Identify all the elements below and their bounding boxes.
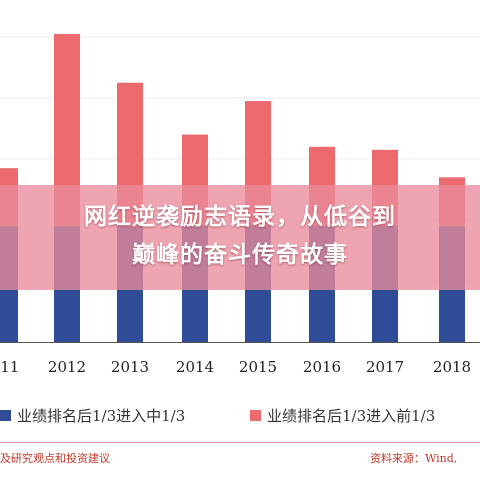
legend-swatch-blue xyxy=(0,409,11,421)
legend-swatch-red xyxy=(250,409,261,421)
x-tick-label: 2016 xyxy=(303,358,341,376)
x-tick-label: 011 xyxy=(0,358,19,376)
title-banner xyxy=(0,185,480,290)
x-tick-label: 2018 xyxy=(433,358,471,376)
banner-title-line-1: 网红逆袭励志语录，从低谷到 xyxy=(84,204,396,230)
x-tick-label: 2015 xyxy=(239,358,277,376)
footer-disclaimer: 及研究观点和投资建议 xyxy=(0,452,110,465)
legend-item-1: 业绩排名后1/3进入中1/3 xyxy=(0,405,185,425)
footer-source: 资料来源：Wind, xyxy=(370,452,458,465)
x-tick-label: 2017 xyxy=(366,358,404,376)
legend-item-2: 业绩排名后1/3进入前1/3 xyxy=(250,405,435,425)
footer-divider xyxy=(0,442,480,443)
x-tick-label: 2012 xyxy=(48,358,86,376)
legend-label-2: 业绩排名后1/3进入前1/3 xyxy=(267,406,436,425)
banner-title-line-2: 巅峰的奋斗传奇故事 xyxy=(132,242,348,268)
x-tick-label: 2014 xyxy=(176,358,214,376)
banner-title: 网红逆袭励志语录，从低谷到 巅峰的奋斗传奇故事 xyxy=(0,198,480,274)
x-tick-label: 2013 xyxy=(111,358,149,376)
legend-label-1: 业绩排名后1/3进入中1/3 xyxy=(17,406,186,425)
